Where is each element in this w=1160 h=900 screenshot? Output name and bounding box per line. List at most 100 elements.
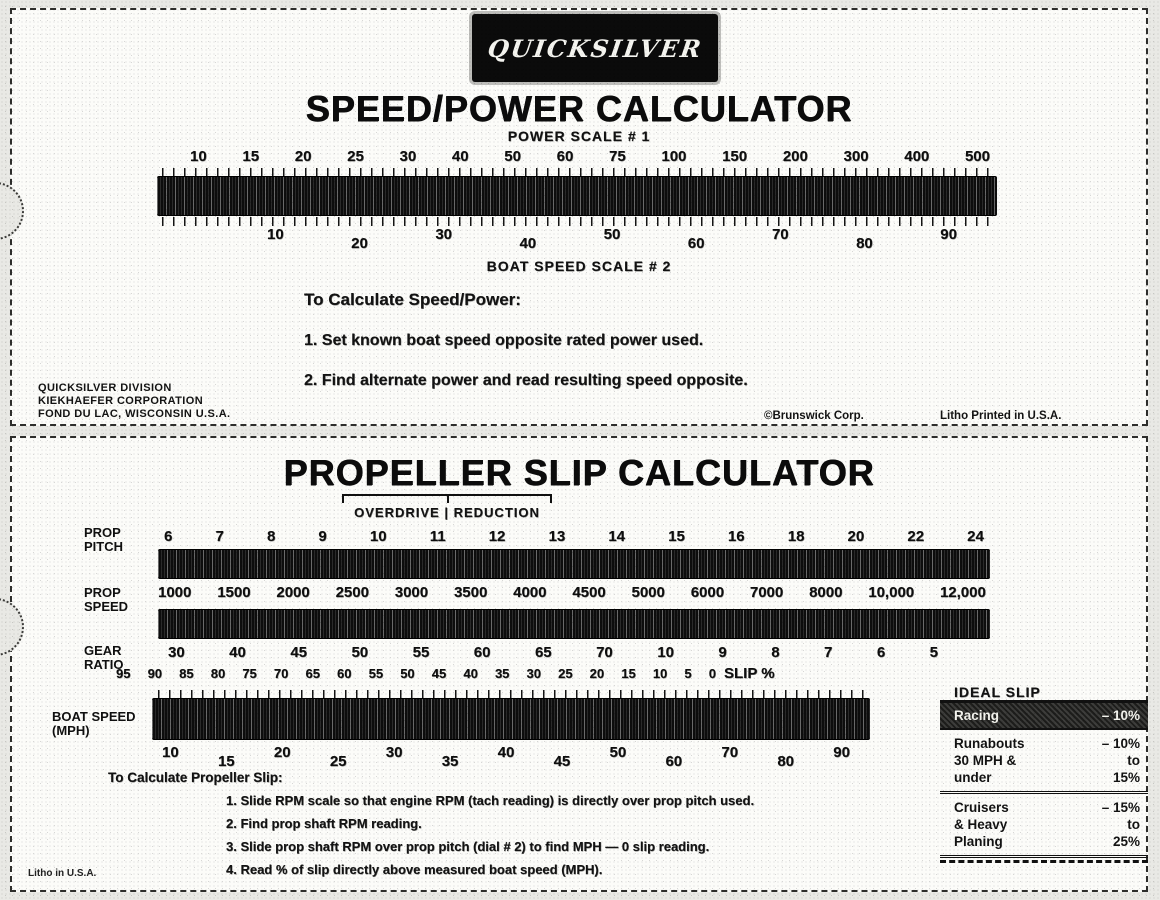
tick-label: 85 (179, 666, 194, 681)
gear-ratio-label: GEAR RATIO (84, 643, 124, 672)
prop-speed-values: 1000 1500 2000 2500 3000 3500 4000 4500 5000 6000… (158, 584, 986, 601)
divider-glyph: | (444, 505, 449, 520)
tick-label: 7 (824, 644, 833, 661)
tick-label: 40 (519, 235, 537, 252)
tick-label: 3000 (394, 584, 429, 601)
tick-label: 80 (856, 235, 873, 252)
ideal-slip-row: & Heavy to (940, 816, 1148, 833)
tick-label: 200 (782, 148, 808, 165)
tick-label: 90 (147, 666, 163, 681)
instruction-step: 3. Slide prop shaft RPM over prop pitch … (226, 839, 710, 854)
reduction-label: REDUCTION (453, 505, 540, 520)
speed-power-instructions: To Calculate Speed/Power: 1. Set known b… (304, 290, 944, 390)
tick-label: 9 (718, 644, 727, 661)
tick-label: 20 (294, 148, 312, 165)
tick-label: 60 (556, 148, 574, 165)
slip-row-label: Runabouts (954, 736, 1025, 751)
tick-label: 20 (273, 744, 291, 761)
tick-label: 15 (668, 528, 685, 545)
boat-speed-label: BOAT SPEED (MPH) (52, 709, 136, 738)
tick-label: 4000 (513, 584, 547, 601)
tick-label: 12,000 (939, 584, 986, 601)
tick-label: 70 (596, 644, 613, 661)
tick-label: 7000 (749, 584, 784, 601)
tick-label: 15 (621, 666, 636, 681)
tick-label: 1000 (158, 584, 192, 601)
tick-label: 8 (266, 528, 276, 545)
slip-row-value: – 15% (1101, 800, 1140, 815)
maker-line: FOND DU LAC, WISCONSIN U.S.A. (38, 408, 231, 420)
speed-power-card: QUICKSILVER SPEED/POWER CALCULATOR POWER… (10, 8, 1148, 426)
tick-label: 10 (190, 148, 207, 165)
boat-speed-upper-ticks (158, 690, 870, 699)
tick-label: 18 (787, 528, 805, 545)
tick-label: 50 (603, 226, 621, 243)
tick-label: 22 (907, 528, 925, 545)
slip-row-value: 15% (1112, 770, 1140, 785)
quicksilver-logo: QUICKSILVER (472, 14, 718, 82)
tick-label: 0 (708, 666, 716, 681)
boat-speed-slide-rule[interactable] (152, 699, 870, 739)
overdrive-label: OVERDRIVE (354, 505, 440, 520)
tick-label: 15 (217, 753, 235, 770)
tick-label: 7 (215, 528, 224, 545)
tick-label: 55 (368, 666, 384, 681)
instructions-heading: To Calculate Speed/Power: (304, 290, 521, 309)
tick-label: 30 (168, 644, 185, 661)
tick-label: 65 (305, 666, 320, 681)
tick-label: 10 (652, 666, 668, 681)
maker-line: KIEKHAEFER CORPORATION (38, 395, 204, 407)
tick-label: 55 (412, 644, 430, 661)
slip-instructions-heading: To Calculate Propeller Slip: (108, 770, 283, 785)
tick-label: 90 (940, 226, 957, 243)
page-title: SPEED/POWER CALCULATOR (305, 88, 853, 129)
slip-suffix-label: SLIP % (724, 665, 784, 682)
tick-label: 20 (351, 235, 368, 252)
tick-label: 50 (400, 666, 415, 681)
prop-speed-label: PROP SPEED (84, 585, 129, 614)
tick-label: 30 (385, 744, 403, 761)
table-bottom-rule (940, 858, 1148, 863)
tick-label: 40 (497, 744, 515, 761)
tick-label: 25 (347, 148, 364, 165)
tick-label: 20 (589, 666, 605, 681)
tick-label: 8000 (809, 584, 843, 601)
boat-speed-scale-label: BOAT SPEED SCALE # 2 (486, 258, 672, 274)
tick-label: 6 (164, 528, 173, 545)
range-bracket-icon (342, 494, 552, 503)
tick-label: 500 (964, 148, 990, 165)
upper-ticks (162, 168, 992, 177)
tick-label: 80 (210, 666, 226, 681)
ideal-slip-row: Planing 25% (940, 833, 1148, 858)
tick-label: 60 (473, 644, 491, 661)
tick-label: 50 (351, 644, 369, 661)
slip-row-value: – 10% (1101, 708, 1140, 723)
tick-label: 50 (504, 148, 521, 165)
prop-pitch-slide-rule[interactable] (158, 550, 990, 578)
tick-label: 40 (451, 148, 469, 165)
tick-label: 30 (526, 666, 541, 681)
ideal-slip-rows: Racing – 10% Runabouts – 10% 30 MPH & to… (940, 700, 1148, 858)
tick-label: 45 (290, 644, 307, 661)
tick-label: 70 (721, 744, 739, 761)
tick-label: 11 (429, 528, 446, 545)
boat-speed-values: 10 15 20 25 30 35 40 45 50 60 70 80 90 (162, 744, 850, 770)
prop-speed-slide-rule[interactable] (158, 610, 990, 638)
tick-label: 80 (777, 753, 794, 770)
slip-row-value: – 10% (1101, 736, 1140, 751)
slip-row-label: Planing (954, 834, 1003, 849)
slip-title: PROPELLER SLIP CALCULATOR (283, 452, 875, 493)
prop-pitch-values: 6 7 8 9 10 11 12 13 14 15 16 18 20 22 24 (164, 528, 984, 545)
ideal-slip-row: 30 MPH & to (940, 752, 1148, 769)
speed-power-slide-rule[interactable] (157, 177, 997, 215)
tick-label: 5 (684, 666, 692, 681)
slip-scale-values: 95 90 85 80 75 70 65 60 55 50 45 40 35 30 25 20 15 10 5 0 (116, 666, 716, 681)
slip-row-label: Cruisers (954, 800, 1009, 815)
tick-label: 5 (929, 644, 938, 661)
tick-label: 1500 (217, 584, 251, 601)
slip-row-label: & Heavy (954, 817, 1008, 832)
tick-label: 15 (242, 148, 260, 165)
tick-label: 40 (463, 666, 478, 681)
tick-label: 150 (722, 148, 748, 165)
prop-pitch-label: PROP PITCH (84, 525, 123, 554)
